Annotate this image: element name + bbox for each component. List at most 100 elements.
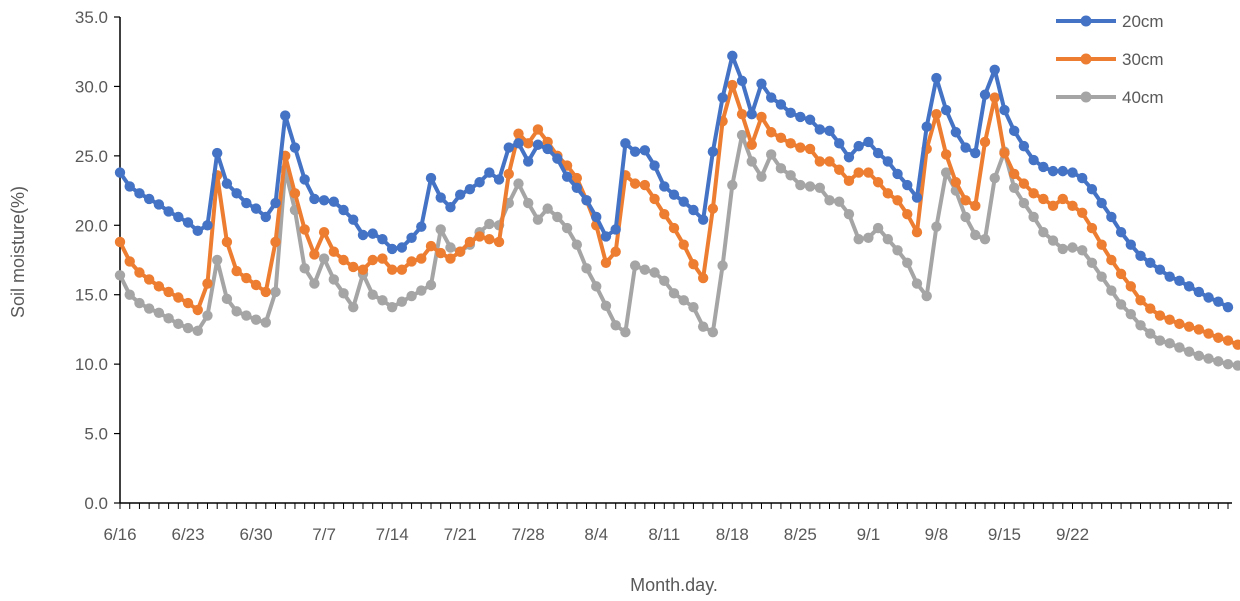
data-point-40cm xyxy=(659,275,670,287)
data-point-20cm xyxy=(474,177,485,188)
data-point-40cm xyxy=(523,197,534,209)
data-point-30cm xyxy=(503,168,514,180)
data-point-40cm xyxy=(1164,338,1175,349)
data-point-40cm xyxy=(153,307,165,318)
data-point-20cm xyxy=(581,195,592,206)
data-point-30cm xyxy=(192,304,203,316)
data-point-20cm xyxy=(872,147,884,159)
x-tick-label: 7/14 xyxy=(376,525,409,544)
data-point-20cm xyxy=(406,232,417,243)
data-point-30cm xyxy=(493,236,505,248)
data-point-40cm xyxy=(979,233,991,245)
data-point-30cm xyxy=(970,200,981,212)
data-point-20cm xyxy=(318,195,330,206)
data-point-40cm xyxy=(814,182,825,193)
data-point-20cm xyxy=(659,181,670,192)
data-point-40cm xyxy=(348,302,359,313)
data-point-30cm xyxy=(367,254,378,266)
data-point-20cm xyxy=(629,146,641,157)
data-point-20cm xyxy=(1008,125,1020,137)
data-point-30cm xyxy=(173,292,184,303)
data-point-30cm xyxy=(795,142,806,153)
data-point-20cm xyxy=(970,147,981,159)
data-point-40cm xyxy=(163,313,174,324)
data-point-30cm xyxy=(697,272,709,284)
data-point-40cm xyxy=(318,253,330,264)
data-point-40cm xyxy=(561,222,573,234)
data-point-20cm xyxy=(1077,172,1088,184)
data-point-40cm xyxy=(863,232,874,243)
data-point-30cm xyxy=(765,127,777,138)
data-point-20cm xyxy=(765,92,777,103)
data-point-30cm xyxy=(1038,193,1049,205)
series-30cm xyxy=(114,79,1240,350)
data-point-40cm xyxy=(416,285,427,296)
data-point-40cm xyxy=(824,195,835,206)
data-point-40cm xyxy=(192,325,203,337)
data-point-20cm xyxy=(600,231,612,242)
legend-label: 30cm xyxy=(1122,50,1164,69)
data-point-20cm xyxy=(853,140,864,152)
data-point-40cm xyxy=(756,171,767,182)
data-point-30cm xyxy=(425,240,437,252)
data-point-30cm xyxy=(348,261,359,273)
data-point-40cm xyxy=(727,179,738,191)
data-point-20cm xyxy=(1193,286,1205,298)
y-tick-label: 35.0 xyxy=(75,8,108,27)
data-point-40cm xyxy=(1154,335,1166,346)
data-point-40cm xyxy=(1028,211,1039,223)
data-point-40cm xyxy=(406,290,417,302)
data-point-40cm xyxy=(834,196,845,207)
data-point-20cm xyxy=(960,142,971,153)
data-point-40cm xyxy=(377,295,388,306)
data-point-20cm xyxy=(717,92,728,103)
data-point-30cm xyxy=(902,208,913,220)
data-point-40cm xyxy=(678,295,689,306)
data-point-20cm xyxy=(1164,271,1175,282)
data-point-30cm xyxy=(1067,200,1078,212)
data-point-20cm xyxy=(367,228,378,239)
data-point-20cm xyxy=(950,127,962,138)
data-point-40cm xyxy=(1057,243,1068,255)
data-point-40cm xyxy=(1193,350,1205,362)
data-point-40cm xyxy=(1203,353,1214,364)
data-point-20cm xyxy=(454,189,466,200)
data-point-30cm xyxy=(377,253,388,264)
data-point-30cm xyxy=(707,203,719,214)
x-tick-label: 6/23 xyxy=(171,525,204,544)
data-point-30cm xyxy=(571,172,583,184)
data-point-40cm xyxy=(396,296,408,307)
axes: 0.0 5.0 10.0 15.0 20.0 25.0 30.0 35.0 6/16 6/23 6/… xyxy=(75,8,1232,544)
data-point-30cm xyxy=(1203,328,1214,339)
data-point-40cm xyxy=(765,149,777,160)
data-point-20cm xyxy=(834,138,845,149)
data-point-30cm xyxy=(386,264,398,275)
data-point-30cm xyxy=(134,267,145,278)
data-point-40cm xyxy=(1067,242,1078,253)
data-point-40cm xyxy=(921,290,932,302)
data-point-20cm xyxy=(182,217,194,228)
data-point-30cm xyxy=(309,249,320,260)
x-tick-label: 7/28 xyxy=(512,525,545,544)
data-point-30cm xyxy=(736,109,748,120)
data-point-30cm xyxy=(979,136,991,148)
data-point-30cm xyxy=(960,195,971,206)
data-point-20cm xyxy=(357,229,369,241)
data-point-20cm xyxy=(1203,292,1214,303)
data-point-30cm xyxy=(940,149,952,160)
data-point-40cm xyxy=(484,218,495,230)
data-point-20cm xyxy=(707,146,719,157)
data-point-20cm xyxy=(231,188,242,199)
data-point-40cm xyxy=(668,288,680,299)
data-point-40cm xyxy=(1125,308,1137,320)
data-point-20cm xyxy=(921,121,932,132)
x-tick-label: 9/1 xyxy=(857,525,881,544)
legend-label: 40cm xyxy=(1122,88,1164,107)
data-point-30cm xyxy=(1135,295,1146,306)
data-point-30cm xyxy=(1164,314,1175,325)
data-point-30cm xyxy=(241,272,252,284)
data-point-40cm xyxy=(882,233,894,245)
data-point-20cm xyxy=(902,179,913,191)
data-point-40cm xyxy=(571,239,583,250)
data-point-20cm xyxy=(134,188,145,199)
